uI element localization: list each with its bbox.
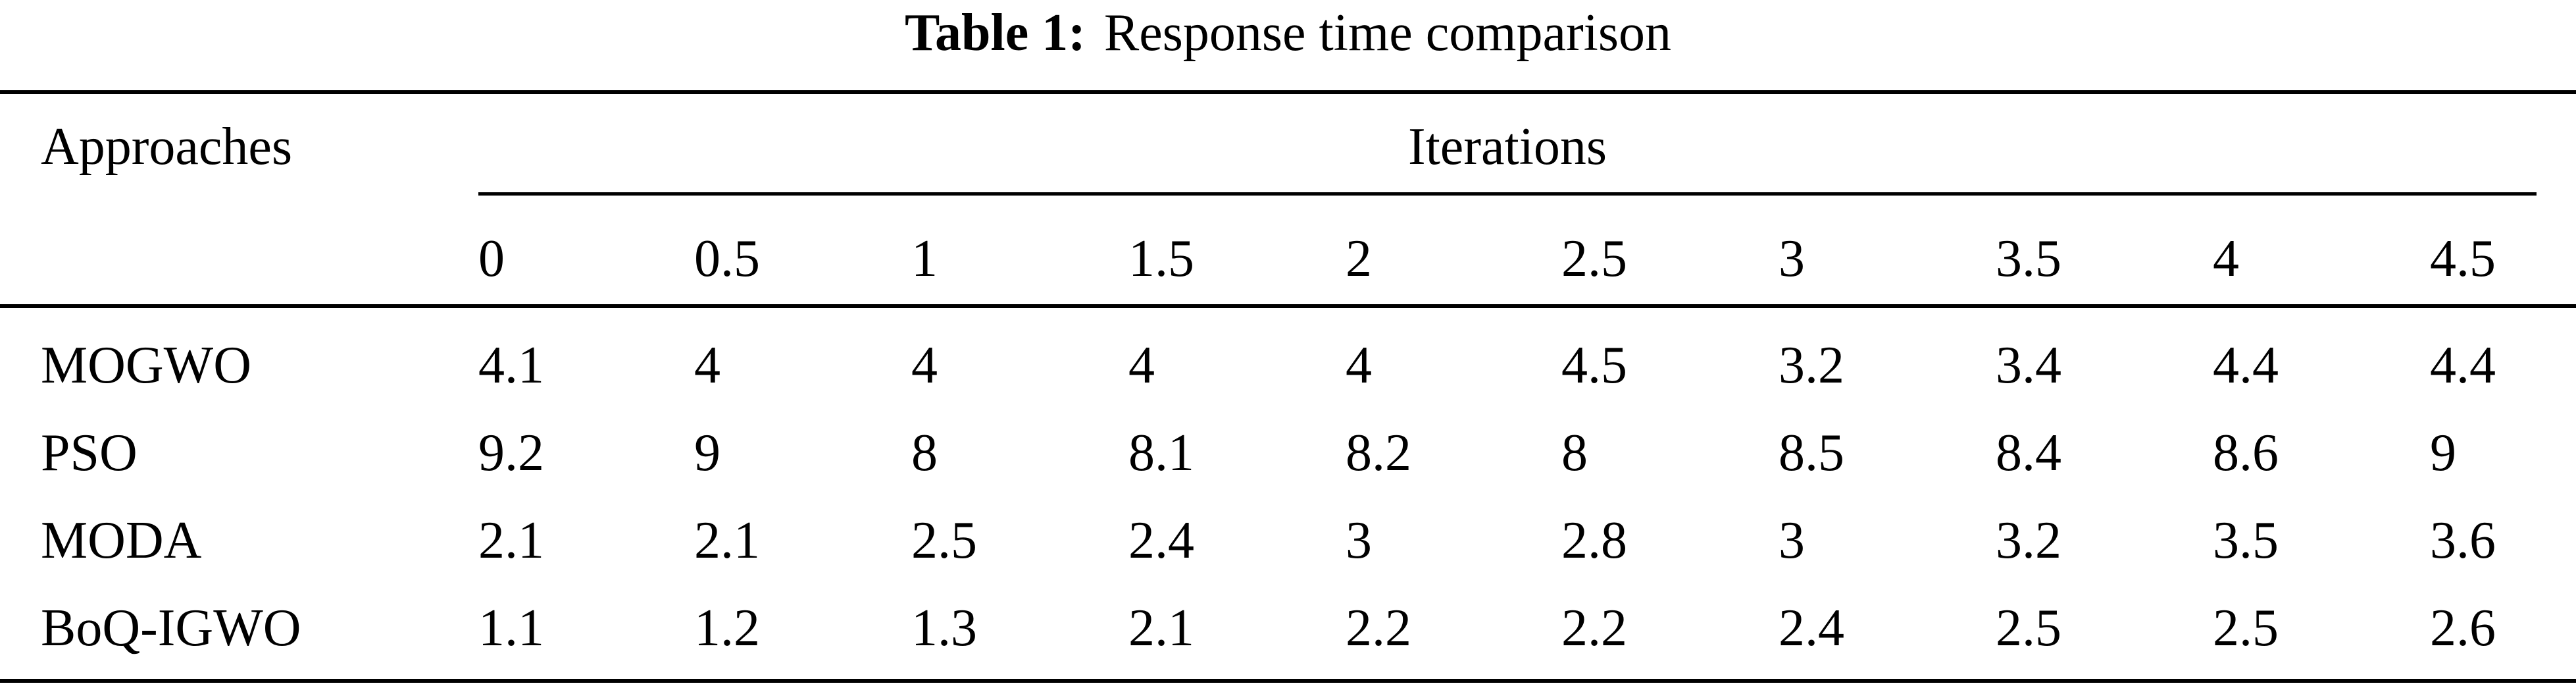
table-cell: 9 xyxy=(694,424,720,482)
stub-header: Approaches xyxy=(41,118,293,176)
table-cell: 2.5 xyxy=(2213,599,2279,657)
table-cell: 9 xyxy=(2430,424,2456,482)
table-cell: 4 xyxy=(1128,336,1155,394)
table-cell: 4 xyxy=(694,336,720,394)
caption-text: Response time comparison xyxy=(1103,4,1671,62)
group-header: Iterations xyxy=(1407,118,1607,176)
caption-label: Table 1: xyxy=(905,4,1086,62)
table-cell: 8.1 xyxy=(1128,424,1194,482)
table-cell: 8.6 xyxy=(2213,424,2279,482)
column-header: 4.5 xyxy=(2430,230,2496,288)
table-cell: 1.3 xyxy=(911,599,977,657)
table-cell: 8.2 xyxy=(1346,424,1411,482)
column-header: 3.5 xyxy=(1996,230,2061,288)
table-cell: 1.1 xyxy=(478,599,544,657)
row-label: MODA xyxy=(41,512,202,570)
table-cell: 4 xyxy=(911,336,938,394)
table-cell: 3.2 xyxy=(1996,512,2061,570)
row-label: MOGWO xyxy=(41,336,251,394)
header-rule xyxy=(0,304,2576,308)
table-cell: 4 xyxy=(1346,336,1372,394)
column-header: 2.5 xyxy=(1561,230,1627,288)
table-cell: 2.5 xyxy=(911,512,977,570)
table-cell: 8.5 xyxy=(1779,424,1844,482)
column-header: 0.5 xyxy=(694,230,760,288)
column-header: 1.5 xyxy=(1128,230,1194,288)
table-cell: 2.5 xyxy=(1996,599,2061,657)
table-cell: 3.5 xyxy=(2213,512,2279,570)
column-header: 3 xyxy=(1779,230,1805,288)
table-cell: 9.2 xyxy=(478,424,544,482)
table-cell: 3.6 xyxy=(2430,512,2496,570)
row-label: PSO xyxy=(41,424,138,482)
table-caption: Table 1: Response time comparison xyxy=(0,0,2576,72)
table-cell: 2.1 xyxy=(694,512,760,570)
table-cell: 2.4 xyxy=(1779,599,1844,657)
table-cell: 2.6 xyxy=(2430,599,2496,657)
table-cell: 8 xyxy=(1561,424,1588,482)
table-cell: 4.4 xyxy=(2213,336,2279,394)
table-cell: 3 xyxy=(1779,512,1805,570)
table-cell: 3.4 xyxy=(1996,336,2061,394)
table-cell: 2.1 xyxy=(1128,599,1194,657)
column-header: 1 xyxy=(911,230,938,288)
table-cell: 8 xyxy=(911,424,938,482)
table-cell: 3.2 xyxy=(1779,336,1844,394)
table-cell: 2.2 xyxy=(1561,599,1627,657)
column-header: 0 xyxy=(478,230,505,288)
table-cell: 1.2 xyxy=(694,599,760,657)
table-cell: 4.5 xyxy=(1561,336,1627,394)
table-cell: 4.4 xyxy=(2430,336,2496,394)
row-label: BoQ-IGWO xyxy=(41,599,301,657)
table-cell: 2.8 xyxy=(1561,512,1627,570)
table-cell: 2.1 xyxy=(478,512,544,570)
column-header: 4 xyxy=(2213,230,2239,288)
group-underline xyxy=(478,192,2537,196)
column-header: 2 xyxy=(1346,230,1372,288)
table-cell: 4.1 xyxy=(478,336,544,394)
table-cell: 2.4 xyxy=(1128,512,1194,570)
table-cell: 3 xyxy=(1346,512,1372,570)
table-cell: 2.2 xyxy=(1346,599,1411,657)
table-cell: 8.4 xyxy=(1996,424,2061,482)
top-rule xyxy=(0,90,2576,94)
bottom-rule xyxy=(0,679,2576,683)
